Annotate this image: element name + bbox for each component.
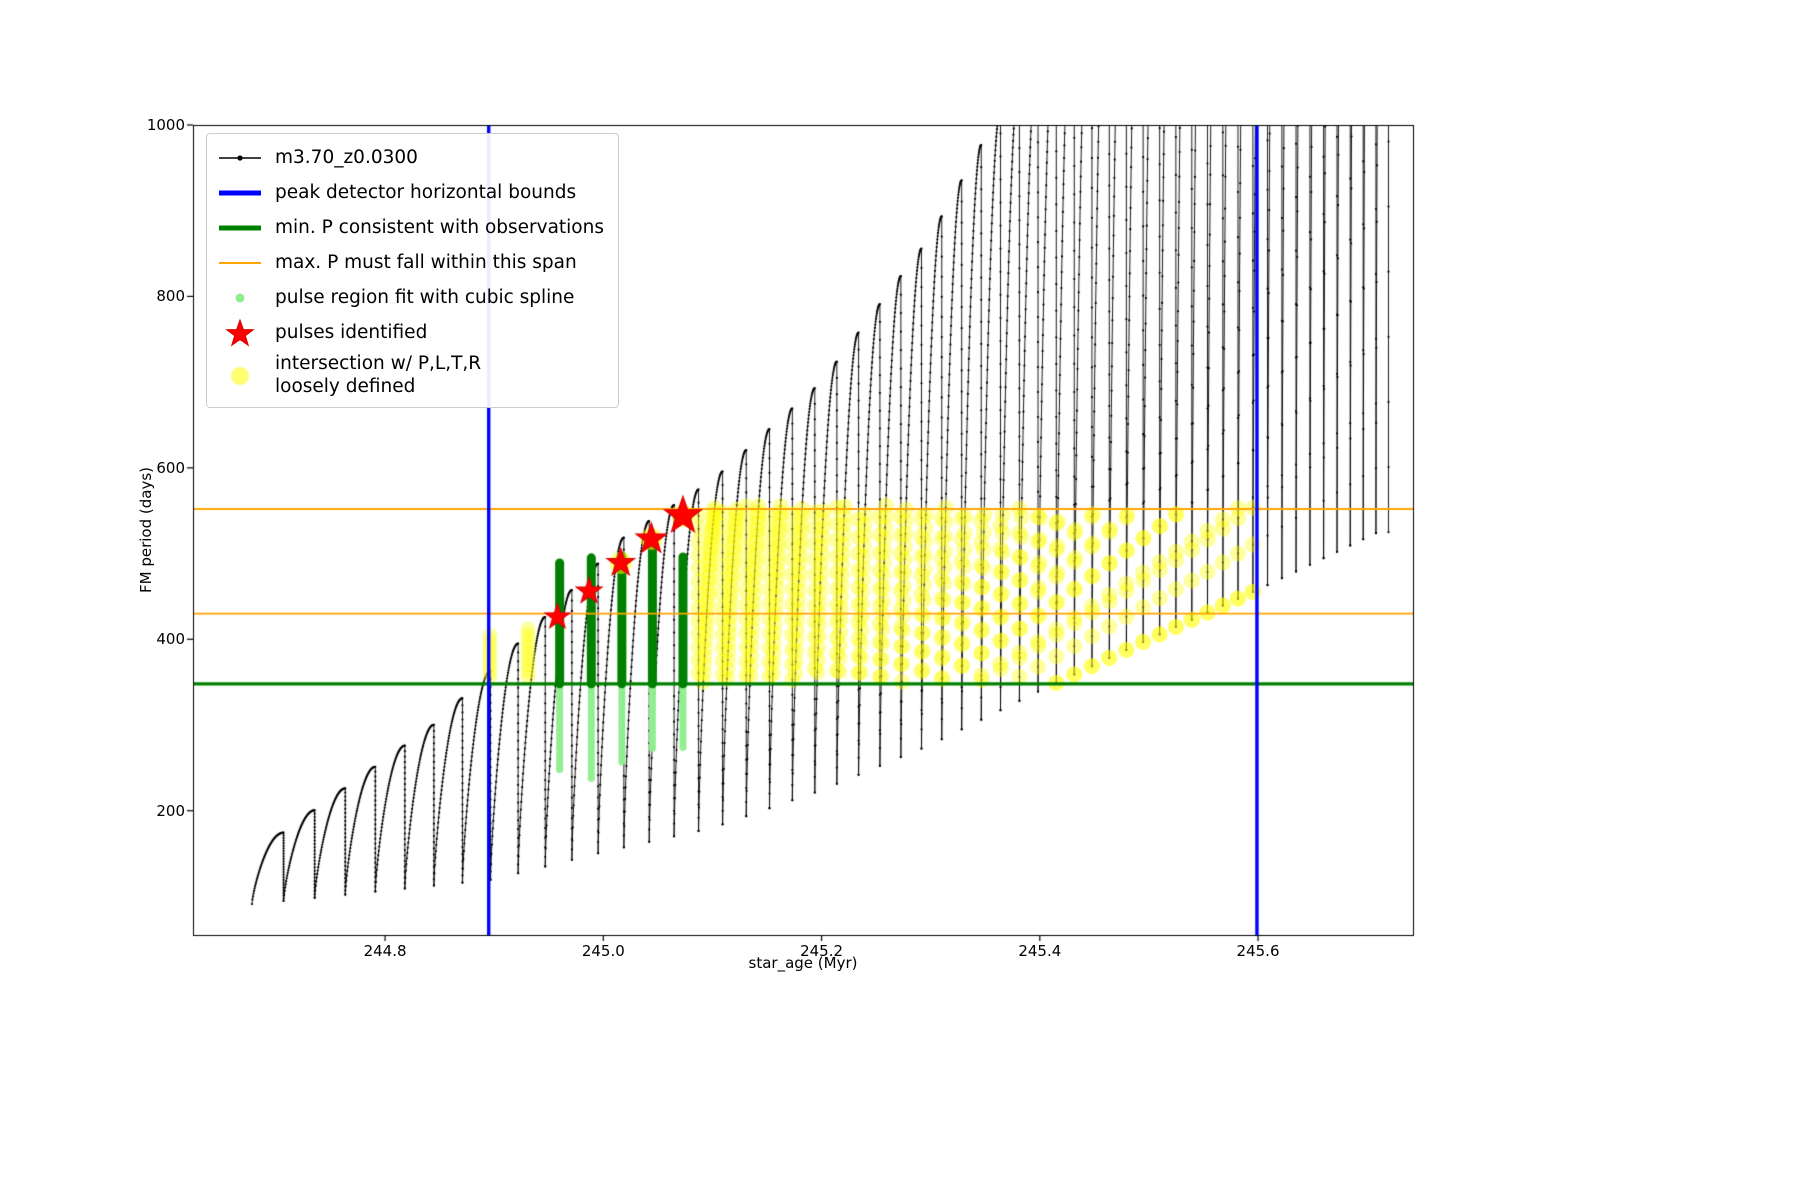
y-tick-label: 800 xyxy=(156,287,185,306)
x-tick-label: 245.0 xyxy=(581,942,625,960)
legend-entry-label: intersection w/ P,L,T,R loosely defined xyxy=(275,353,482,397)
y-tick-label: 200 xyxy=(156,801,185,820)
legend-entry-label: peak detector horizontal bounds xyxy=(275,181,577,203)
peak-bounds-line-icon xyxy=(217,178,263,208)
max-p-line-icon xyxy=(217,248,263,278)
legend-entry: pulses identified xyxy=(217,318,604,348)
min-p-line-icon xyxy=(217,213,263,243)
y-axis-label: FM period (days) xyxy=(137,467,155,593)
legend-entry: intersection w/ P,L,T,R loosely defined xyxy=(217,353,604,398)
x-tick-label: 244.8 xyxy=(363,942,407,960)
x-tick-label: 245.4 xyxy=(1018,942,1062,960)
legend-entry: min. P consistent with observations xyxy=(217,213,604,243)
x-tick-label: 245.6 xyxy=(1236,942,1280,960)
legend-entry-label: min. P consistent with observations xyxy=(275,216,604,238)
y-tick-label: 600 xyxy=(156,458,185,477)
legend-entry-label: m3.70_z0.0300 xyxy=(275,146,418,168)
x-axis-label: star_age (Myr) xyxy=(748,954,858,972)
legend-entry-label: pulse region fit with cubic spline xyxy=(275,286,575,308)
spline-dot-icon xyxy=(217,283,263,313)
y-tick-label: 1000 xyxy=(146,116,185,134)
legend-entry: max. P must fall within this span xyxy=(217,248,604,278)
legend-entry: pulse region fit with cubic spline xyxy=(217,283,604,313)
x-tick-label: 245.2 xyxy=(800,942,844,960)
legend-entry: m3.70_z0.0300 xyxy=(217,143,604,173)
y-tick-label: 400 xyxy=(156,630,185,649)
pulse-star-icon xyxy=(217,318,263,348)
legend-entry: peak detector horizontal bounds xyxy=(217,178,604,208)
series-line-icon xyxy=(217,143,263,173)
legend-entry-label: max. P must fall within this span xyxy=(275,251,577,273)
legend-entry-label: pulses identified xyxy=(275,321,428,343)
intersection-dot-icon xyxy=(217,361,263,391)
